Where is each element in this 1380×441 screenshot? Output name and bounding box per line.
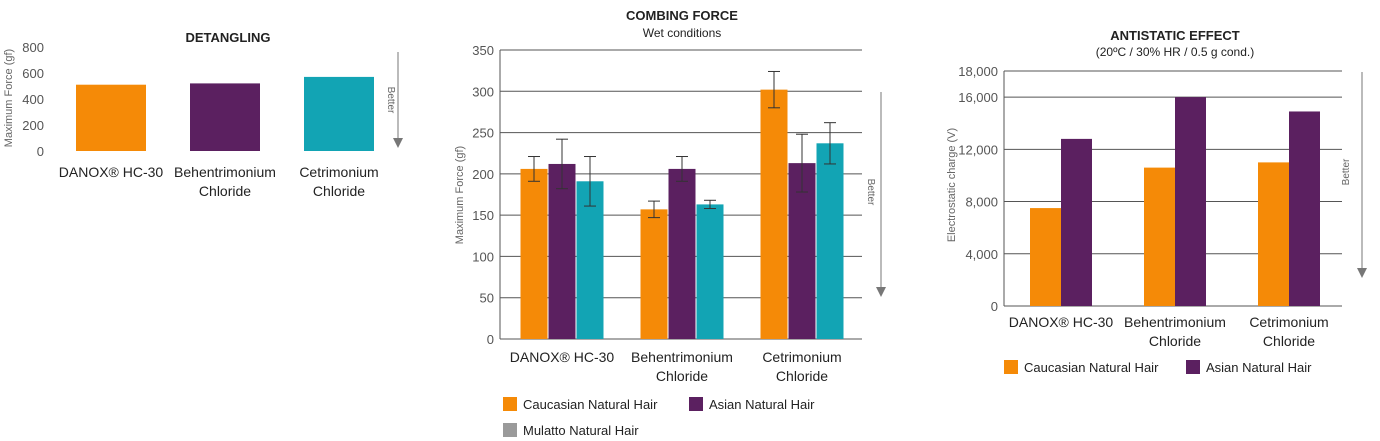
- y-tick-label: 18,000: [958, 64, 998, 79]
- detangling-chart: DETANGLING Maximum Force (gf) Better 0 20…: [3, 30, 403, 199]
- bar: [816, 143, 844, 339]
- y-tick-label: 200: [472, 167, 494, 182]
- antistatic-category-label: DANOX® HC-30: [1009, 314, 1114, 330]
- y-tick-label: 150: [472, 208, 494, 223]
- bar: [304, 76, 374, 151]
- legend-swatch-mulatto: [503, 423, 517, 437]
- detangling-category-label: Cetrimonium: [299, 164, 378, 180]
- antistatic-subtitle: (20ºC / 30% HR / 0.5 g cond.): [1096, 45, 1254, 59]
- detangling-category-label: Behentrimonium: [174, 164, 276, 180]
- bar: [1175, 97, 1206, 306]
- y-tick-label: 16,000: [958, 90, 998, 105]
- antistatic-better-arrowhead: [1357, 268, 1367, 278]
- y-tick-label: 12,000: [958, 142, 998, 157]
- bar: [76, 84, 146, 151]
- legend-label-asian: Asian Natural Hair: [709, 397, 815, 412]
- detangling-y-axis-label: Maximum Force (gf): [3, 49, 15, 147]
- antistatic-category-label: Behentrimonium: [1124, 314, 1226, 330]
- y-tick-label: 800: [22, 40, 44, 55]
- legend-swatch-caucasian: [1004, 360, 1018, 374]
- bar: [640, 209, 668, 339]
- antistatic-y-axis-label: Electrostatic charge (V): [946, 128, 958, 242]
- bar: [1289, 111, 1320, 306]
- detangling-better-arrowhead: [393, 138, 403, 148]
- bar: [576, 181, 604, 339]
- y-tick-label: 50: [480, 291, 494, 306]
- bar: [696, 204, 724, 339]
- bar: [1061, 138, 1092, 306]
- combing-force-subtitle: Wet conditions: [643, 26, 722, 40]
- legend-label-asian: Asian Natural Hair: [1206, 360, 1312, 375]
- combing-force-category-label: Chloride: [656, 368, 708, 384]
- bar: [190, 83, 260, 151]
- legend-swatch-asian: [1186, 360, 1200, 374]
- y-tick-label: 0: [37, 144, 44, 159]
- antistatic-category-label: Chloride: [1263, 333, 1315, 349]
- combing-force-category-label: Cetrimonium: [762, 349, 841, 365]
- combing-force-chart: COMBING FORCE Wet conditions Maximum For…: [454, 8, 886, 438]
- detangling-category-label: DANOX® HC-30: [59, 164, 164, 180]
- bar: [1030, 208, 1061, 306]
- bar: [760, 89, 788, 340]
- y-tick-label: 300: [472, 84, 494, 99]
- legend-swatch-asian: [689, 397, 703, 411]
- combing-force-title: COMBING FORCE: [626, 8, 738, 23]
- y-tick-label: 200: [22, 118, 44, 133]
- y-tick-label: 0: [487, 332, 494, 347]
- y-tick-label: 0: [991, 299, 998, 314]
- combing-force-better-label: Better: [865, 179, 876, 206]
- legend-label-caucasian: Caucasian Natural Hair: [523, 397, 658, 412]
- bar: [1144, 167, 1175, 306]
- antistatic-title: ANTISTATIC EFFECT: [1110, 28, 1240, 43]
- antistatic-better-label: Better: [1341, 158, 1352, 185]
- y-tick-label: 350: [472, 43, 494, 58]
- combing-force-category-label: DANOX® HC-30: [510, 349, 615, 365]
- combing-force-legend: Caucasian Natural Hair Asian Natural Hai…: [503, 397, 815, 438]
- antistatic-category-label: Chloride: [1149, 333, 1201, 349]
- bar: [520, 168, 548, 339]
- combing-force-y-axis-label: Maximum Force (gf): [454, 146, 466, 244]
- legend-label-caucasian: Caucasian Natural Hair: [1024, 360, 1159, 375]
- y-tick-label: 250: [472, 126, 494, 141]
- legend-swatch-caucasian: [503, 397, 517, 411]
- detangling-title: DETANGLING: [186, 30, 271, 45]
- y-tick-label: 400: [22, 92, 44, 107]
- y-tick-label: 100: [472, 249, 494, 264]
- y-tick-label: 4,000: [965, 247, 998, 262]
- combing-force-category-label: Chloride: [776, 368, 828, 384]
- combing-force-category-label: Behentrimonium: [631, 349, 733, 365]
- antistatic-legend: Caucasian Natural Hair Asian Natural Hai…: [1004, 360, 1312, 375]
- y-tick-label: 8,000: [965, 195, 998, 210]
- bar: [548, 163, 576, 339]
- antistatic-effect-chart: ANTISTATIC EFFECT (20ºC / 30% HR / 0.5 g…: [946, 28, 1367, 375]
- bar: [1258, 162, 1289, 306]
- bar: [668, 168, 696, 339]
- detangling-better-label: Better: [385, 87, 396, 114]
- detangling-category-label: Chloride: [199, 183, 251, 199]
- legend-label-mulatto: Mulatto Natural Hair: [523, 423, 639, 438]
- combing-force-better-arrowhead: [876, 287, 886, 297]
- antistatic-category-label: Cetrimonium: [1249, 314, 1328, 330]
- detangling-category-label: Chloride: [313, 183, 365, 199]
- y-tick-label: 600: [22, 66, 44, 81]
